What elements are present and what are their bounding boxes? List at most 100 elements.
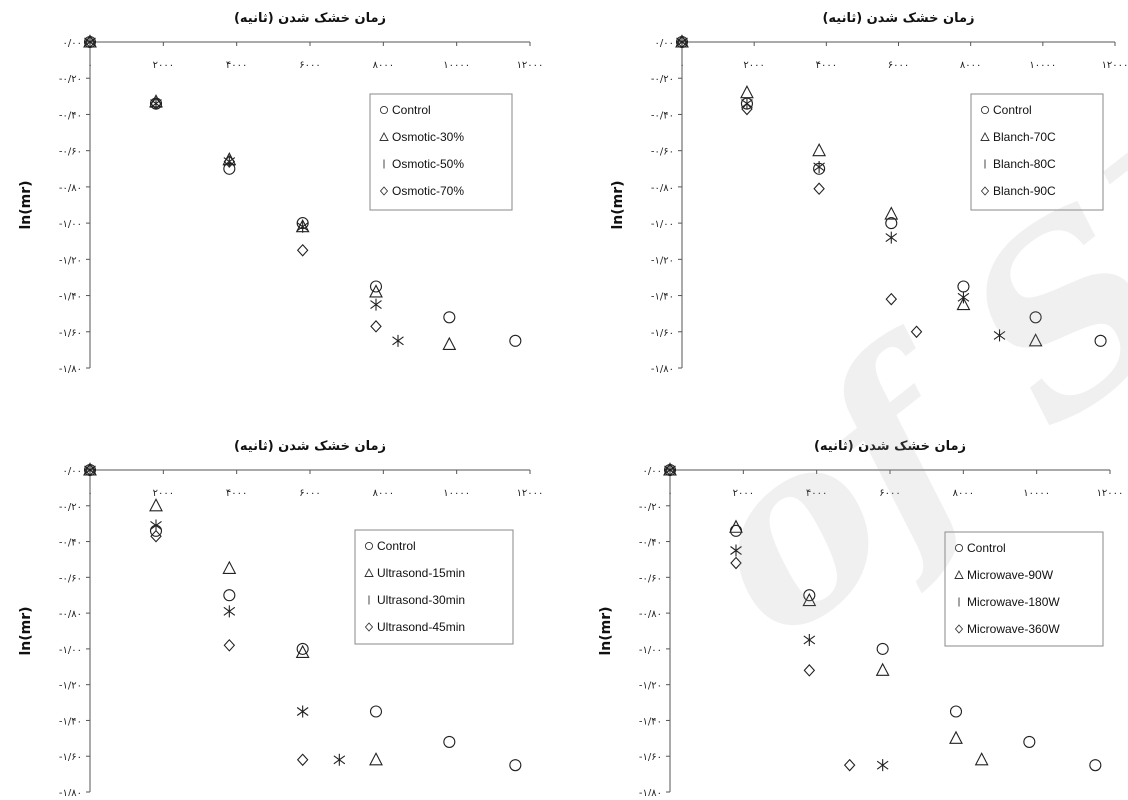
data-point [296, 220, 309, 233]
legend-marker [980, 132, 990, 141]
y-tick-label: -۱/۶۰ [651, 328, 674, 339]
legend-label: Microwave-360W [967, 622, 1060, 636]
data-point [443, 735, 456, 748]
x-tick-label: ۰ [87, 488, 92, 499]
legend: Control Osmotic-30% Osmotic-50% Osmotic-70% [369, 93, 513, 211]
data-point [730, 556, 742, 570]
y-axis-title: ln(mr) [18, 606, 34, 655]
data-point [993, 329, 1006, 342]
data-point [223, 155, 236, 168]
x-tick-label: ۸۰۰۰ [373, 488, 394, 499]
legend-box [970, 93, 1104, 211]
y-tick-label: -۱/۶۰ [59, 328, 82, 339]
legend-label: Control [967, 541, 1006, 555]
data-point [957, 280, 970, 293]
data-point [222, 560, 237, 574]
data-point [885, 292, 898, 306]
data-point [910, 325, 923, 339]
legend-box [944, 531, 1104, 647]
legend-marker [954, 624, 964, 634]
y-tick-label: -۱/۸۰ [59, 788, 82, 796]
legend-label: Microwave-180W [967, 595, 1060, 609]
x-tick-label: ۲۰۰۰ [153, 60, 174, 71]
data-point [729, 519, 743, 533]
legend-label: Ultrasond-15min [377, 566, 465, 580]
y-tick-label: -۱/۲۰ [59, 255, 82, 266]
x-tick-label: ۰ [667, 488, 672, 499]
y-tick-label: -۱/۰۰ [651, 219, 674, 230]
x-tick-label: ۸۰۰۰ [373, 60, 394, 71]
y-tick-label: -۰/۴۰ [651, 110, 674, 121]
series-blanch-80c [676, 36, 1006, 342]
y-axis-title: ln(mr) [598, 606, 614, 655]
data-point [84, 464, 96, 476]
y-tick-label: -۰/۸۰ [59, 183, 82, 194]
series-control [83, 463, 522, 772]
data-point [150, 529, 162, 543]
x-tick-label: ۴۰۰۰ [226, 60, 247, 71]
data-point [885, 217, 898, 230]
y-tick-label: -۰/۲۰ [651, 74, 674, 85]
chart-title: زمان خشک شدن (ثانیه) [234, 439, 386, 454]
y-tick-label: -۰/۲۰ [639, 502, 662, 513]
data-point [509, 334, 522, 347]
data-point [392, 334, 404, 347]
legend-label: Control [377, 539, 416, 553]
series-ultrasond-45min [84, 463, 309, 767]
x-tick-label: ۶۰۰۰ [879, 488, 900, 499]
y-tick-label: -۰/۶۰ [59, 147, 82, 158]
legend-label: Ultrasond-30min [377, 593, 465, 607]
x-tick-label: ۶۰۰۰ [299, 60, 320, 71]
series-microwave-90w [663, 462, 989, 766]
y-tick-label: ۰/۰۰ [63, 466, 82, 477]
y-tick-label: -۱/۸۰ [651, 364, 674, 375]
y-tick-label: -۱/۴۰ [59, 716, 82, 727]
data-point [296, 753, 309, 767]
data-point [296, 705, 309, 718]
x-tick-label: ۴۰۰۰ [226, 488, 247, 499]
x-tick-label: ۱۲۰۰۰ [517, 60, 544, 71]
x-tick-label: ۶۰۰۰ [888, 60, 909, 71]
y-tick-label: -۱/۲۰ [651, 255, 674, 266]
legend-label: Osmotic-30% [392, 130, 464, 144]
data-point [875, 662, 890, 676]
legend-marker [980, 105, 990, 115]
data-point [369, 752, 383, 766]
y-tick-label: -۰/۴۰ [639, 538, 662, 549]
legend-marker [379, 105, 389, 115]
data-point [442, 336, 457, 351]
legend-marker [379, 186, 389, 196]
data-point [676, 36, 688, 48]
y-tick-label: -۰/۶۰ [651, 147, 674, 158]
y-tick-label: ۰/۰۰ [63, 38, 82, 49]
data-point [974, 752, 989, 766]
legend: Control Blanch-70C Blanch-80C Blanch-90C [970, 93, 1104, 211]
legend: Control Ultrasond-15min Ultrasond-30min Ult… [354, 529, 514, 645]
y-tick-label: -۱/۰۰ [59, 645, 82, 656]
y-tick-label: -۰/۲۰ [59, 74, 82, 85]
chart-panel-3: زمان خشک شدن (ثانیه) ۰/۰۰ -۰/۲۰ -۰/۴۰ -۰/۶۰ -… [18, 439, 544, 799]
data-point [370, 298, 382, 311]
data-point [370, 320, 382, 333]
data-point [333, 753, 346, 766]
x-tick-label: ۴۰۰۰ [816, 60, 837, 71]
x-tick-label: ۱۲۰۰۰ [1102, 60, 1128, 71]
y-tick-label: -۱/۴۰ [651, 292, 674, 303]
legend-box [354, 529, 514, 645]
x-tick-label: ۱۲۰۰۰ [517, 488, 544, 499]
data-point [369, 705, 383, 718]
data-point [885, 231, 898, 244]
series-ultrasond-30min [84, 464, 346, 766]
y-tick-label: -۰/۸۰ [651, 183, 674, 194]
x-tick-label: ۱۰۰۰۰ [443, 60, 470, 71]
data-point [876, 642, 889, 655]
data-point [803, 633, 816, 646]
data-point [223, 605, 236, 618]
legend-label: Osmotic-50% [392, 157, 464, 171]
data-point [296, 642, 309, 655]
series-microwave-180w [664, 464, 889, 772]
data-point [223, 638, 236, 652]
chart-panel-2: زمان خشک شدن (ثانیه) ۰/۰۰ -۰/۲۰ -۰/۴۰ -۰/۶۰ -… [610, 11, 1128, 375]
data-point [740, 85, 754, 99]
